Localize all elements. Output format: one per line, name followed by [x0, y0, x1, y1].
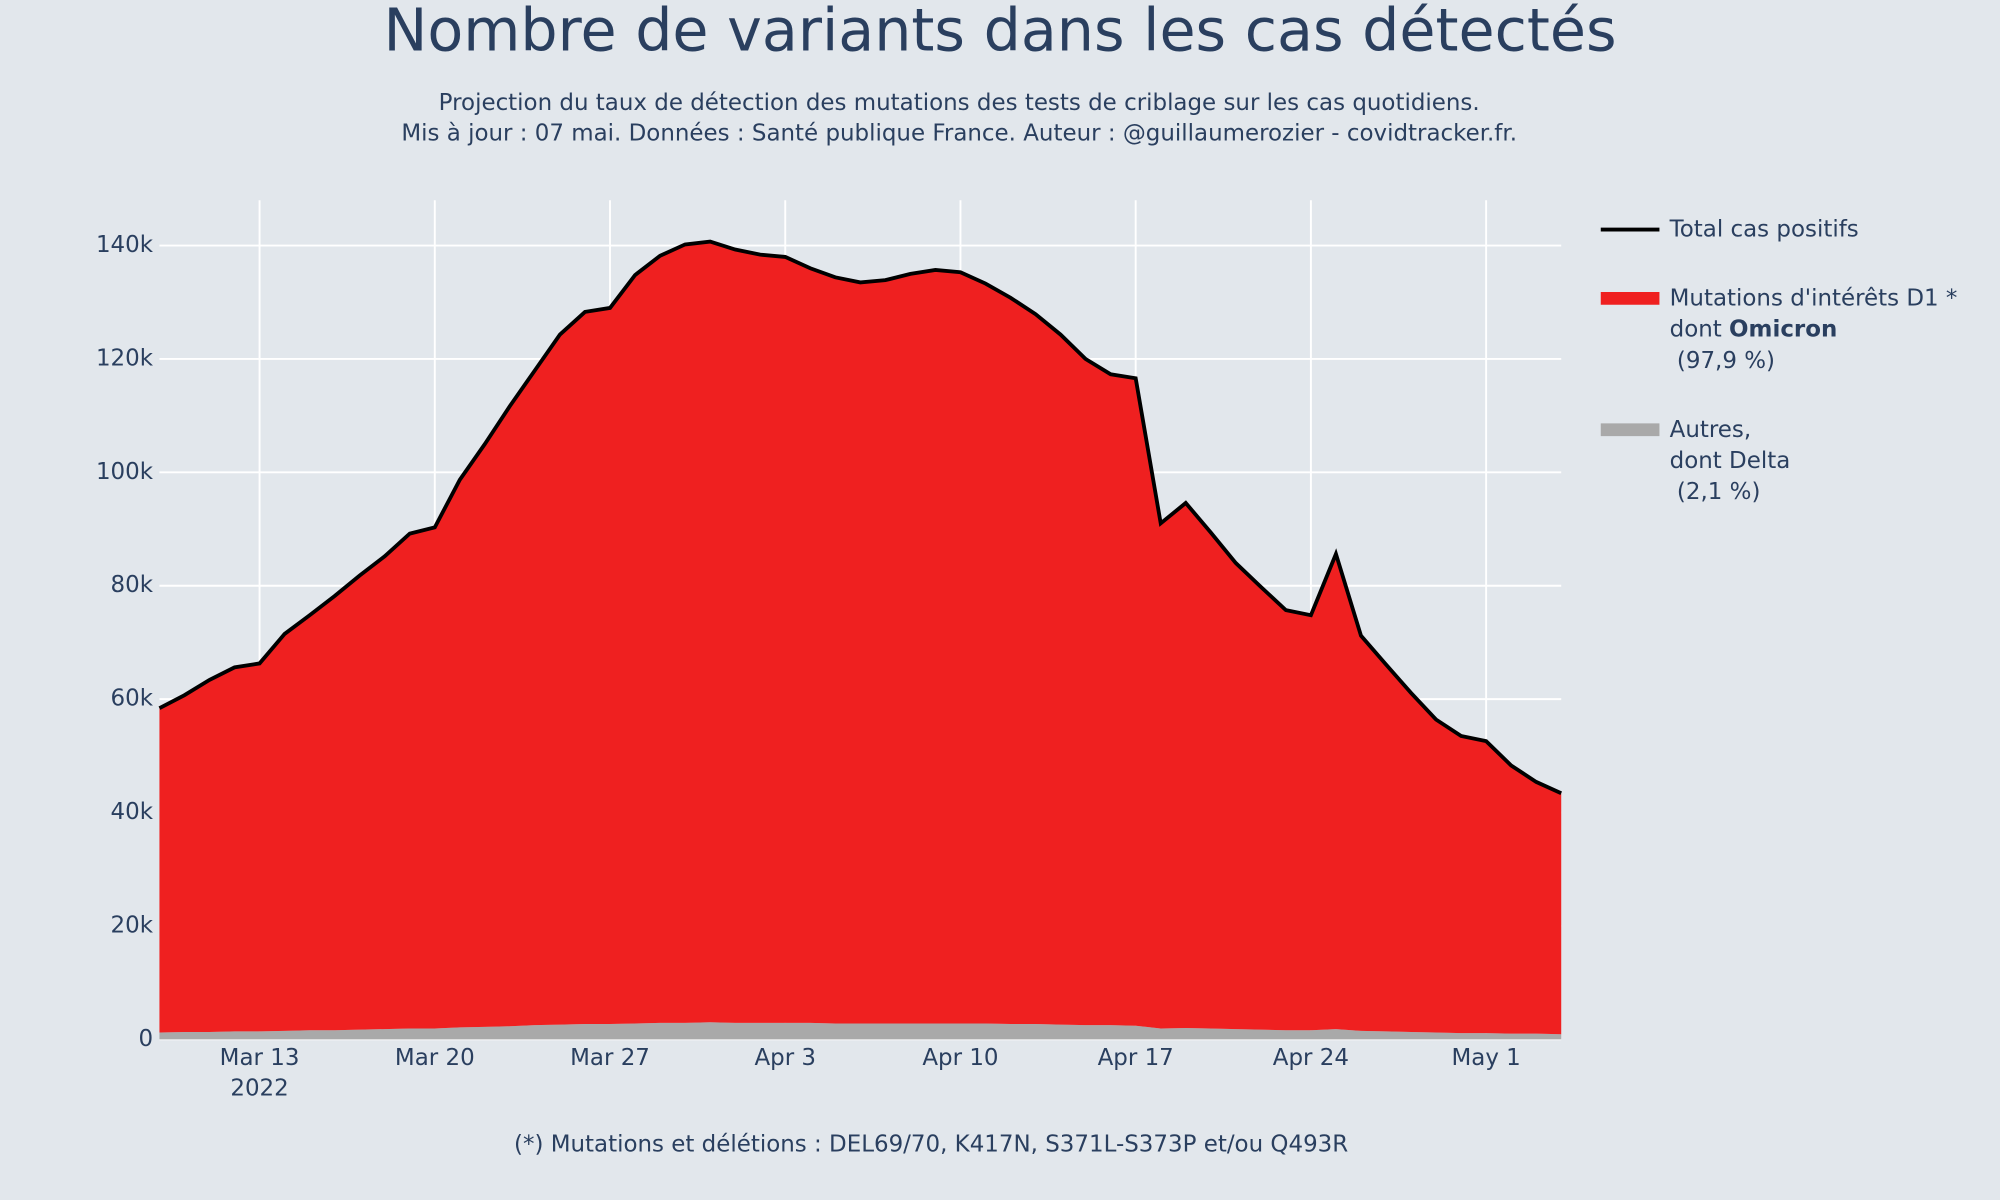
x-year-label: 2022 [230, 1076, 288, 1102]
legend-label: Total cas positifs [1669, 216, 1859, 242]
x-tick-label: May 1 [1451, 1045, 1520, 1071]
x-tick-label: Apr 10 [922, 1045, 998, 1071]
x-tick-label: Mar 20 [395, 1045, 475, 1071]
y-tick-label: 20k [111, 912, 154, 938]
x-tick-label: Mar 27 [570, 1045, 650, 1071]
y-tick-label: 100k [96, 459, 154, 485]
chart-title: Nombre de variants dans les cas détectés [383, 0, 1616, 65]
subtitle: Projection du taux de détection des muta… [439, 90, 1480, 116]
x-tick-label: Apr 3 [754, 1045, 816, 1071]
area [159, 1022, 1562, 1040]
line [158, 239, 1563, 795]
legend-label: Autres, dont Delta (2,1 %) [1670, 416, 1791, 504]
y-tick-label: 140k [96, 232, 154, 258]
y-tick-label: 0 [138, 1026, 153, 1052]
subtitle: Mis à jour : 07 mai. Données : Santé pub… [401, 120, 1517, 146]
y-tick-label: 120k [96, 345, 154, 371]
footnote: (*) Mutations et délétions : DEL69/70, K… [514, 1132, 1348, 1158]
y-tick-label: 60k [111, 686, 154, 712]
x-tick-label: Mar 13 [220, 1045, 300, 1071]
area [159, 241, 1562, 1035]
y-tick-label: 40k [111, 799, 154, 825]
legend-label: Mutations d'intérêts D1 * dont Omicron (9… [1670, 285, 1958, 373]
x-tick-label: Apr 24 [1273, 1045, 1349, 1071]
y-tick-label: 80k [111, 572, 154, 598]
x-tick-label: Apr 17 [1098, 1045, 1174, 1071]
